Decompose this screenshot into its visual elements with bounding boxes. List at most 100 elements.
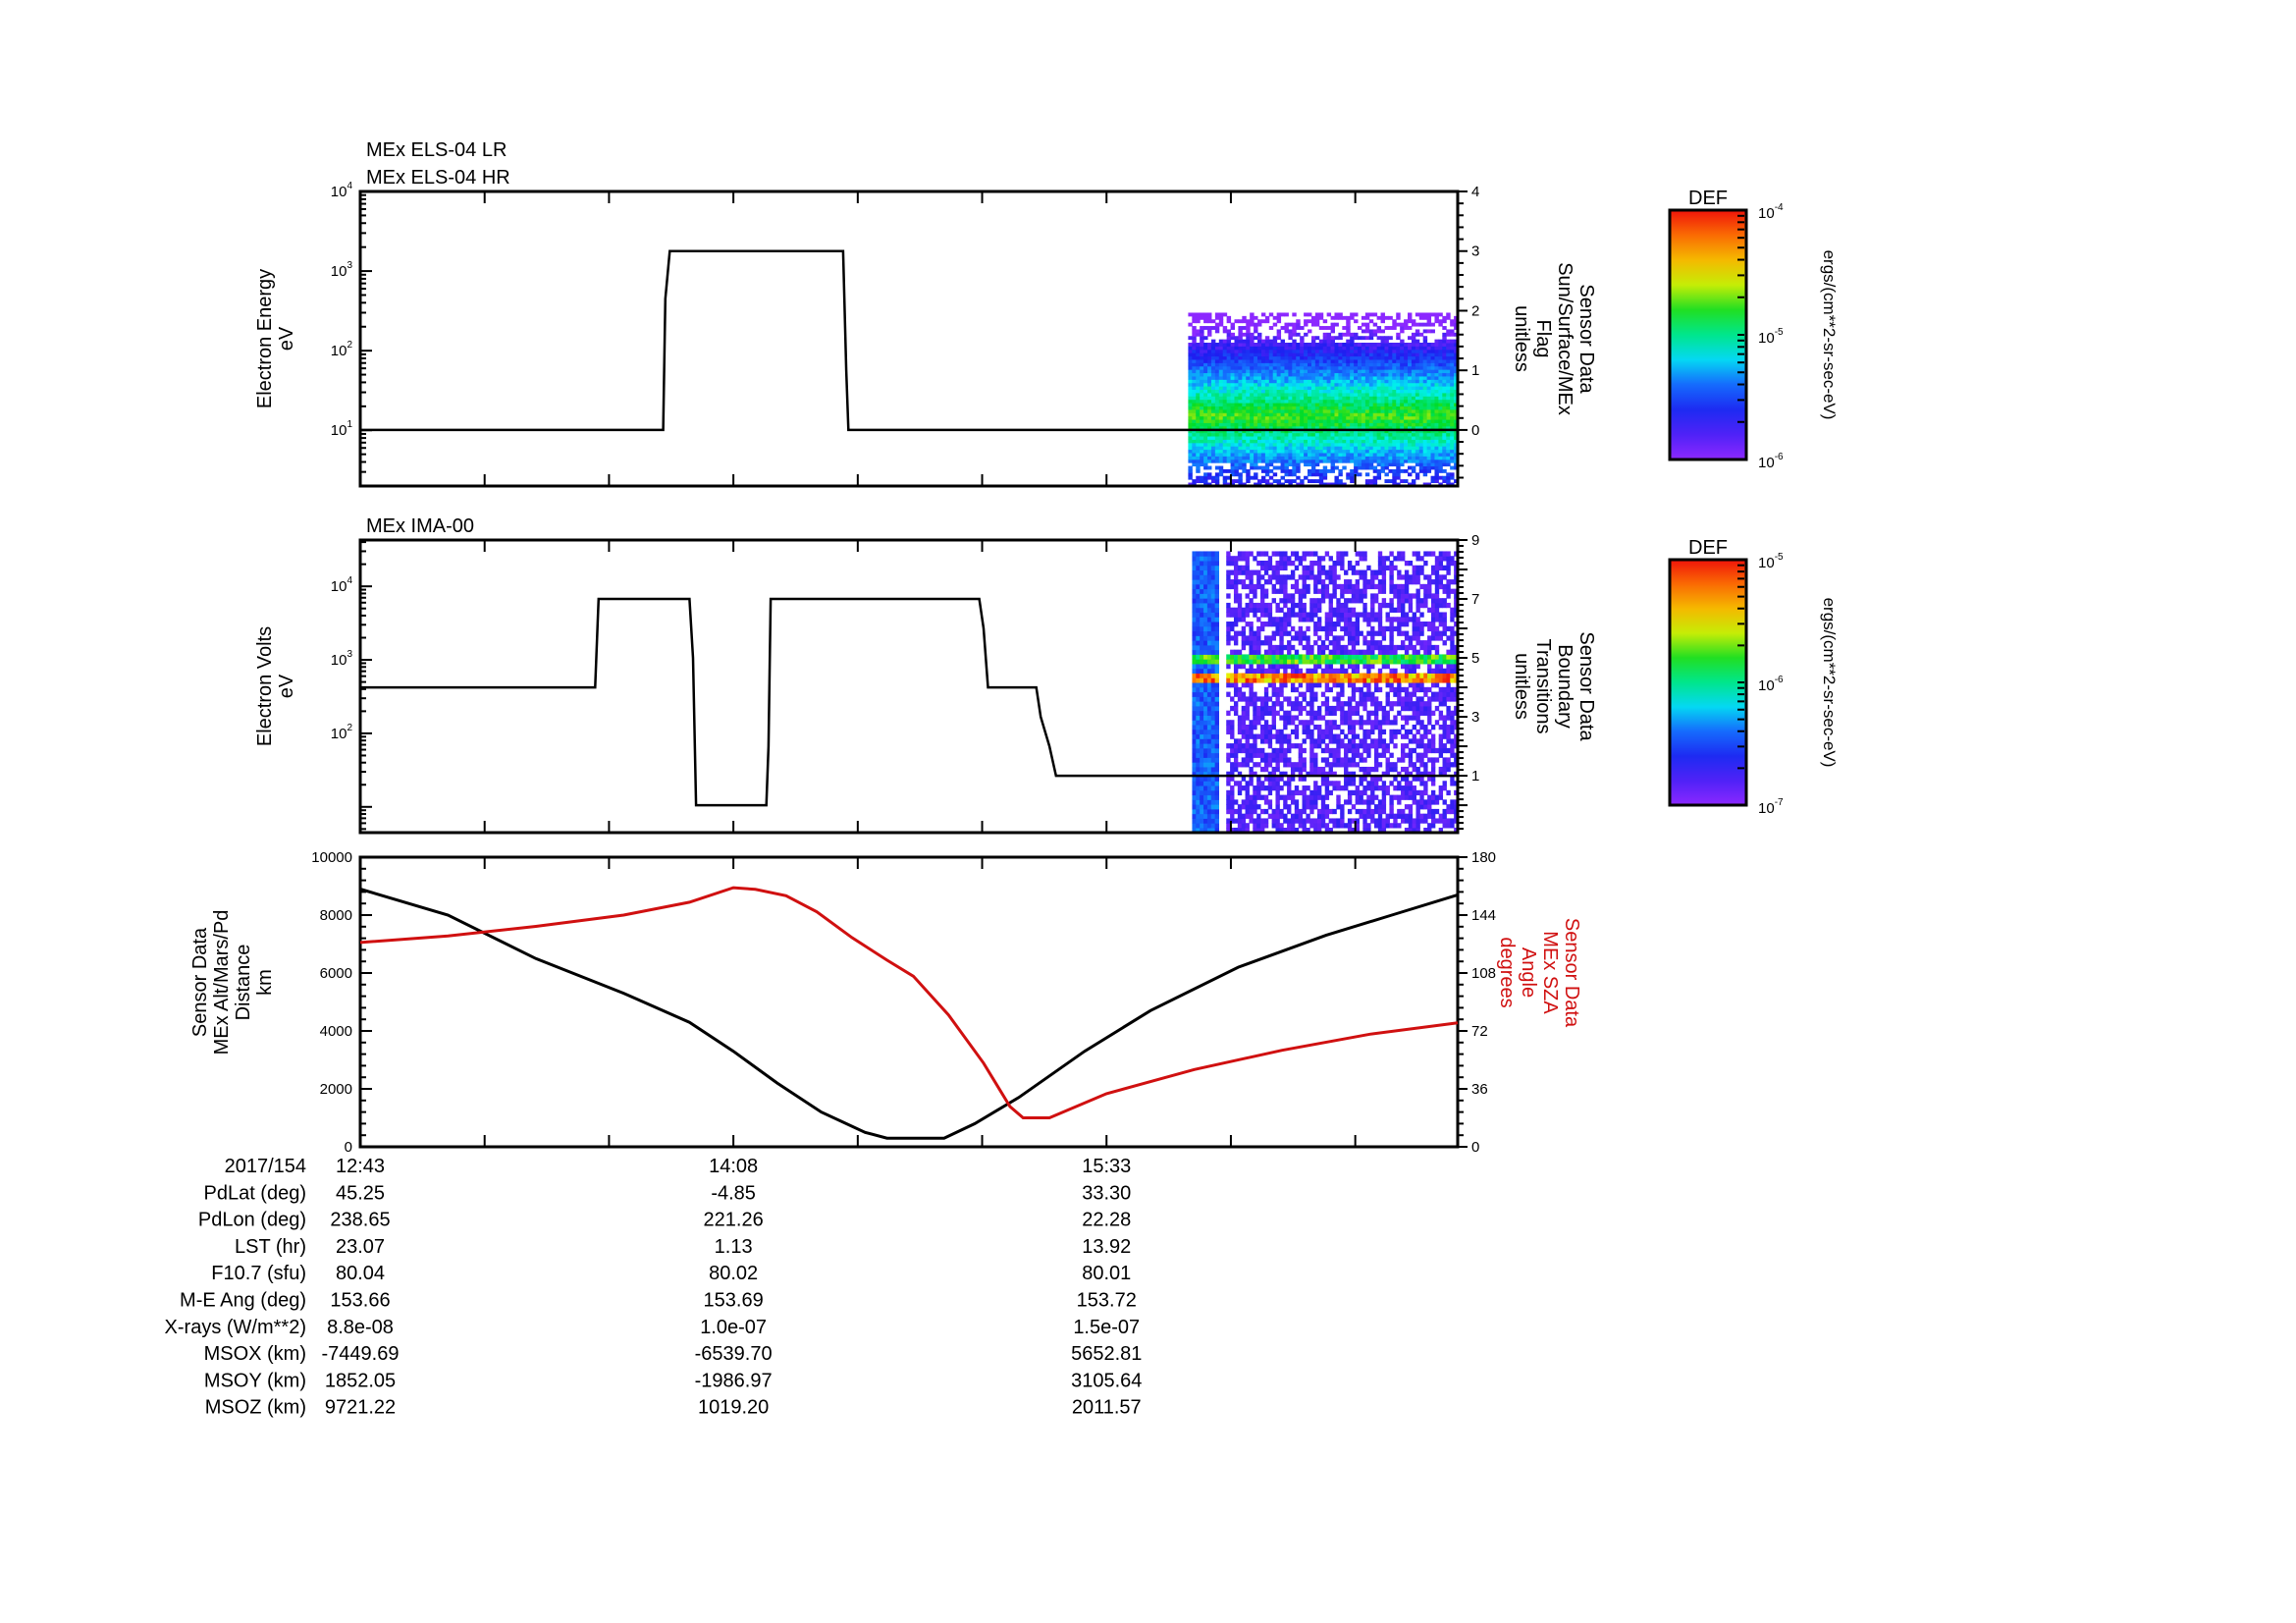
spectrogram-cell bbox=[1206, 715, 1212, 721]
spectrogram-cell bbox=[1330, 343, 1335, 347]
spectrogram-cell bbox=[1361, 386, 1366, 391]
spectrogram-cell bbox=[1346, 322, 1351, 327]
spectrogram-cell bbox=[1350, 459, 1355, 463]
spectrogram-cell bbox=[1280, 482, 1285, 487]
spectrogram-cell bbox=[1237, 725, 1243, 730]
spectrogram-cell bbox=[1298, 776, 1304, 782]
spectrogram-cell bbox=[1245, 560, 1250, 567]
spectrogram-cell bbox=[1284, 422, 1289, 427]
spectrogram-cell bbox=[1200, 565, 1204, 571]
spectrogram-cell bbox=[1306, 804, 1310, 810]
spectrogram-cell bbox=[1396, 403, 1401, 406]
spectrogram-cell bbox=[1214, 456, 1220, 460]
spectrogram-cell bbox=[1426, 465, 1432, 470]
spectrogram-cell bbox=[1318, 403, 1324, 406]
spectrogram-cell bbox=[1313, 659, 1318, 665]
spectrogram-cell bbox=[1346, 369, 1351, 374]
spectrogram-cell bbox=[1361, 408, 1366, 413]
spectrogram-cell bbox=[1276, 446, 1282, 451]
spectrogram-cell bbox=[1332, 733, 1337, 739]
spectrogram-cell bbox=[1396, 459, 1401, 463]
spectrogram-cell bbox=[1203, 456, 1208, 460]
spectrogram-cell bbox=[1340, 560, 1345, 567]
spectrogram-cell bbox=[1313, 771, 1318, 777]
spectrogram-cell bbox=[1214, 472, 1220, 477]
spectrogram-cell bbox=[1384, 375, 1389, 380]
spectrogram-cell bbox=[1230, 818, 1235, 824]
spectrogram-cell bbox=[1276, 442, 1282, 447]
spectrogram-cell bbox=[1309, 644, 1314, 651]
spectrogram-cell bbox=[1434, 319, 1439, 324]
spectrogram-cell bbox=[1292, 465, 1297, 470]
spectrogram-cell bbox=[1404, 406, 1409, 410]
spectrogram-cell bbox=[1328, 827, 1333, 834]
spectrogram-cell bbox=[1388, 372, 1393, 377]
spectrogram-cell bbox=[1257, 403, 1262, 406]
spectrogram-cell bbox=[1392, 406, 1397, 410]
spectrogram-cell bbox=[1218, 472, 1224, 477]
spectrogram-cell bbox=[1336, 691, 1341, 697]
spectrogram-cell bbox=[1450, 429, 1455, 434]
spectrogram-cell bbox=[1214, 415, 1220, 420]
spectrogram-cell bbox=[1400, 419, 1405, 423]
spectrogram-cell bbox=[1260, 419, 1266, 423]
spectrogram-cell bbox=[1260, 551, 1265, 557]
spectrogram-cell bbox=[1415, 362, 1420, 367]
spectrogram-cell bbox=[1346, 389, 1351, 394]
spectrogram-cell bbox=[1350, 422, 1355, 427]
spectrogram-cell bbox=[1384, 339, 1389, 344]
spectrogram-cell bbox=[1192, 349, 1197, 353]
spectrogram-cell bbox=[1328, 747, 1333, 754]
spectrogram-cell bbox=[1454, 358, 1459, 363]
spectrogram-cell bbox=[1192, 415, 1197, 420]
spectrogram-cell bbox=[1207, 343, 1212, 347]
spectrogram-cell bbox=[1203, 625, 1208, 632]
spectrogram-cell bbox=[1192, 439, 1197, 444]
spectrogram-cell bbox=[1241, 663, 1247, 670]
spectrogram-cell bbox=[1283, 799, 1288, 805]
spectrogram-cell bbox=[1279, 588, 1284, 594]
spectrogram-cell bbox=[1388, 392, 1393, 397]
spectrogram-cell bbox=[1434, 419, 1439, 423]
spectrogram-cell bbox=[1210, 762, 1216, 768]
spectrogram-cell bbox=[1454, 332, 1459, 337]
spectrogram-cell bbox=[1438, 432, 1443, 437]
spectrogram-cell bbox=[1404, 396, 1409, 401]
spectrogram-cell bbox=[1454, 322, 1459, 327]
spectrogram-cell bbox=[1196, 439, 1201, 444]
spectrogram-cell bbox=[1306, 710, 1310, 716]
spectrogram-cell bbox=[1264, 392, 1270, 397]
spectrogram-cell bbox=[1324, 696, 1330, 702]
spectrogram-cell bbox=[1284, 429, 1289, 434]
spectrogram-cell bbox=[1192, 659, 1197, 665]
spectrogram-cell bbox=[1218, 449, 1224, 454]
spectrogram-cell bbox=[1322, 432, 1328, 437]
spectrogram-cell bbox=[1188, 389, 1193, 394]
spectrogram-cell bbox=[1364, 465, 1370, 470]
spectrogram-cell bbox=[1206, 598, 1212, 604]
spectrogram-cell bbox=[1253, 691, 1257, 697]
spectrogram-cell bbox=[1334, 399, 1339, 404]
spectrogram-cell bbox=[1320, 593, 1326, 599]
spectrogram-cell bbox=[1246, 436, 1251, 440]
spectrogram-cell bbox=[1284, 415, 1289, 420]
spectrogram-cell bbox=[1222, 436, 1228, 440]
spectrogram-cell bbox=[1376, 375, 1382, 380]
spectrogram-cell bbox=[1322, 362, 1328, 367]
spectrogram-cell bbox=[1230, 436, 1235, 440]
spectrogram-cell bbox=[1294, 663, 1300, 670]
spectrogram-cell bbox=[1298, 659, 1304, 665]
spectrogram-cell bbox=[1314, 412, 1320, 417]
spectrogram-cell bbox=[1260, 808, 1265, 815]
spectrogram-cell bbox=[1308, 392, 1312, 397]
spectrogram-cell bbox=[1230, 406, 1235, 410]
spectrogram-cell bbox=[1267, 785, 1273, 791]
spectrogram-cell bbox=[1218, 379, 1224, 384]
spectrogram-cell bbox=[1249, 794, 1254, 800]
spectrogram-cell bbox=[1260, 358, 1266, 363]
spectrogram-cell bbox=[1203, 612, 1208, 618]
spectrogram-cell bbox=[1196, 389, 1201, 394]
spectrogram-cell bbox=[1408, 442, 1413, 447]
spectrogram-cell bbox=[1230, 705, 1235, 712]
spectrogram-cell bbox=[1230, 379, 1235, 384]
